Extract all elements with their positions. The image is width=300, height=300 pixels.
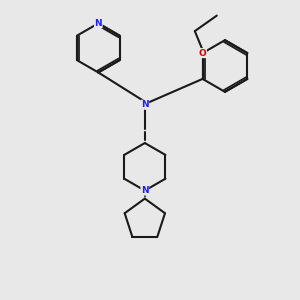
Text: N: N bbox=[141, 186, 148, 195]
Text: O: O bbox=[199, 49, 206, 58]
Text: N: N bbox=[94, 19, 102, 28]
Text: N: N bbox=[141, 100, 148, 109]
